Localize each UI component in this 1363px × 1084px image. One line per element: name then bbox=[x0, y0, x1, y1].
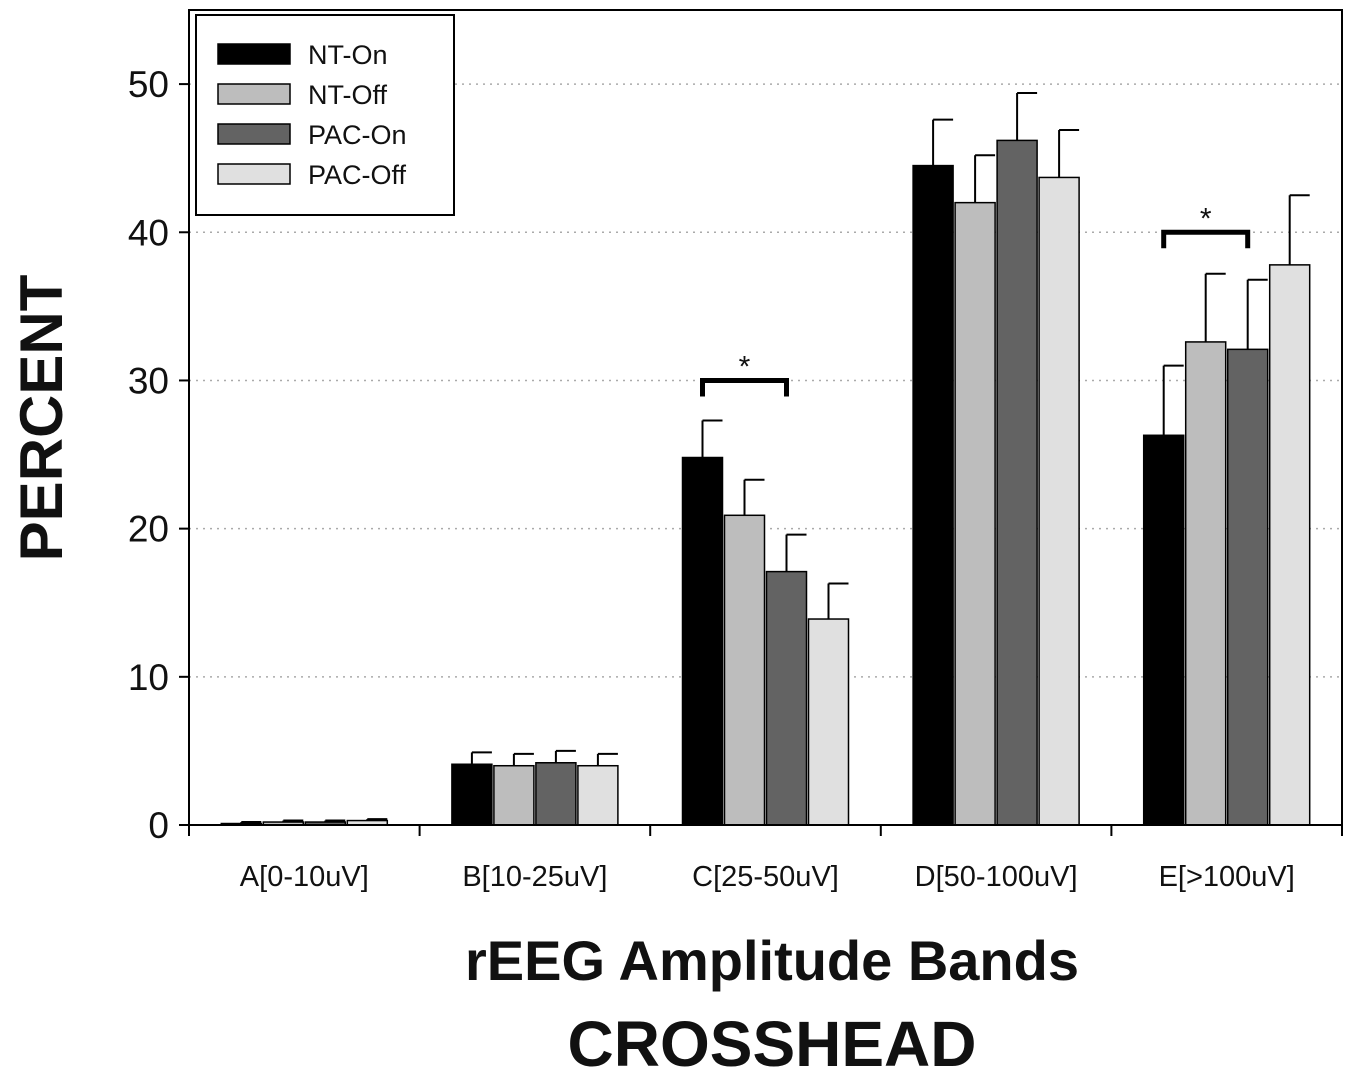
bar bbox=[535, 762, 577, 826]
bar bbox=[493, 764, 535, 826]
x-tick-label: C[25-50uV] bbox=[692, 861, 839, 893]
legend-swatch bbox=[217, 123, 291, 145]
significance-bracket bbox=[1161, 229, 1251, 249]
y-tick-label: 50 bbox=[128, 64, 169, 105]
y-tick-label: 40 bbox=[128, 212, 169, 253]
bar bbox=[807, 618, 850, 826]
bar bbox=[996, 139, 1038, 826]
bar bbox=[954, 201, 996, 826]
y-tick-label: 10 bbox=[128, 657, 169, 698]
x-axis-title: rEEG Amplitude Bands bbox=[465, 929, 1079, 992]
legend-label: PAC-Off bbox=[308, 160, 407, 190]
significance-star: * bbox=[1200, 202, 1212, 235]
axes: 0 10 20 30 40 50 A[0-10uV] B[10-25uV] C[25-50uV]… bbox=[128, 9, 1343, 893]
bars bbox=[220, 139, 1311, 826]
x-tick-label: D[50-100uV] bbox=[915, 861, 1078, 893]
legend-label: NT-On bbox=[308, 40, 388, 70]
error-bars bbox=[240, 91, 1310, 824]
legend-swatch bbox=[217, 43, 291, 65]
significance-bracket bbox=[700, 377, 789, 397]
bar bbox=[1184, 341, 1227, 826]
bar bbox=[912, 164, 954, 826]
legend-label: NT-Off bbox=[308, 80, 388, 110]
significance-markers: ** bbox=[700, 202, 1251, 397]
bar bbox=[765, 570, 808, 826]
bar bbox=[1142, 434, 1185, 826]
y-tick-label: 0 bbox=[148, 805, 169, 846]
plot-frame bbox=[188, 9, 1343, 826]
y-axis-title: PERCENT bbox=[8, 275, 75, 562]
legend-swatch bbox=[217, 163, 291, 185]
bar bbox=[1268, 264, 1311, 826]
bar bbox=[681, 456, 724, 826]
legend-label: PAC-On bbox=[308, 120, 407, 150]
legend: NT-On NT-Off PAC-On PAC-Off bbox=[195, 14, 455, 216]
bar bbox=[723, 514, 766, 826]
y-tick-label: 20 bbox=[128, 509, 169, 550]
bar bbox=[1226, 348, 1269, 826]
bar bbox=[451, 763, 493, 826]
y-tick-label: 30 bbox=[128, 360, 169, 401]
bar bbox=[577, 764, 619, 826]
x-tick-label: B[10-25uV] bbox=[462, 861, 607, 893]
chart-caption: CROSSHEAD bbox=[568, 1008, 977, 1079]
x-tick-label: E[>100uV] bbox=[1159, 861, 1295, 893]
legend-swatch bbox=[217, 83, 291, 105]
bar bbox=[1038, 176, 1080, 826]
x-tick-label: A[0-10uV] bbox=[240, 861, 369, 893]
significance-star: * bbox=[739, 350, 751, 383]
